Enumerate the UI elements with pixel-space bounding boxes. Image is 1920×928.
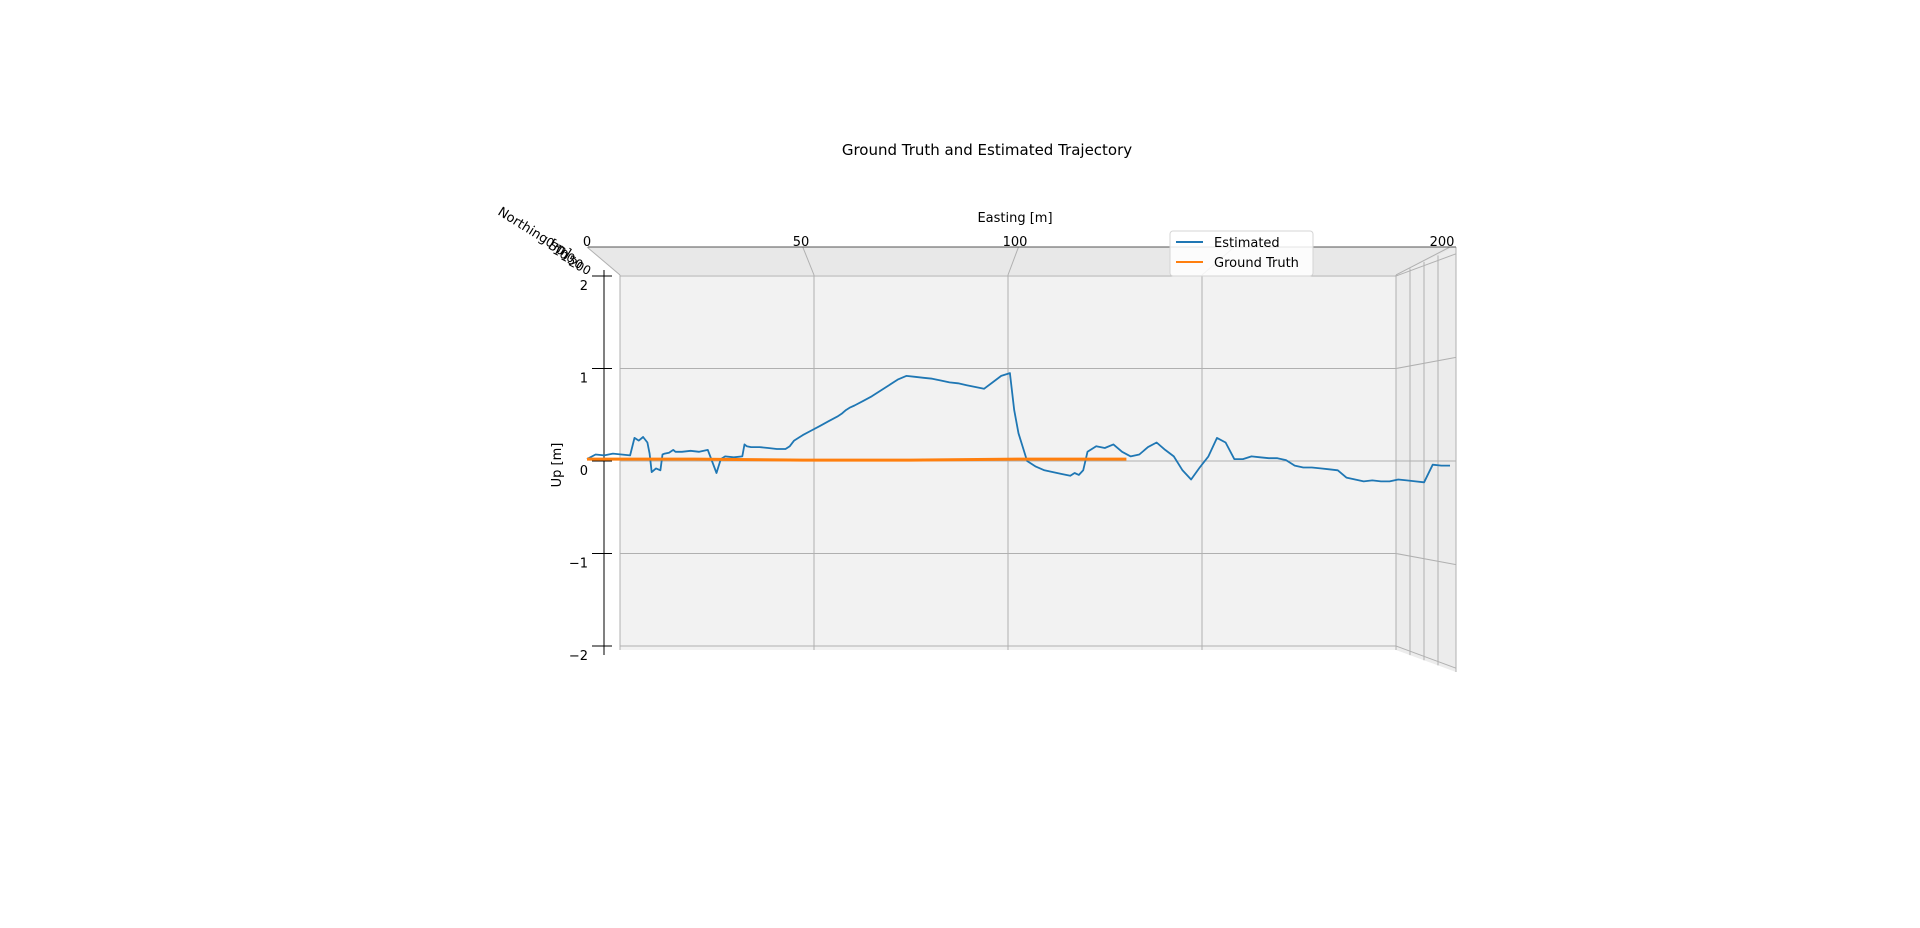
grid-line-x-top (586, 246, 621, 276)
chart-title: Ground Truth and Estimated Trajectory (842, 141, 1132, 159)
y-axis-label: Northing [m] (495, 205, 574, 262)
grid-line-x-top (1395, 246, 1451, 276)
x-axis-label: Easting [m] (977, 211, 1052, 226)
series-line-ground-truth (587, 457, 1127, 462)
grid-lines (586, 246, 1457, 672)
x-tick-label: 100 (1003, 235, 1028, 250)
z-tick-label: 1 (580, 372, 588, 387)
top-pane (588, 247, 1456, 275)
z-tick-label: 2 (580, 279, 588, 294)
x-tick-label: 50 (793, 235, 810, 250)
side-pane (1396, 247, 1456, 672)
y-tick-label: 200 (566, 255, 593, 278)
y-tick-label: 50 (547, 239, 567, 259)
legend-label-ground-truth: Ground Truth (1214, 256, 1299, 271)
series-line-estimated (586, 372, 1450, 484)
z-tick-label: −1 (569, 557, 588, 572)
series-group (586, 372, 1450, 484)
grid-line-z-side (1395, 356, 1457, 369)
z-tick-label: 0 (580, 464, 588, 479)
x-tick-label: 0 (583, 235, 591, 250)
legend: Estimated Ground Truth (1169, 230, 1314, 277)
grid-line-z-side (1395, 253, 1457, 277)
z-tick-label: −2 (569, 649, 588, 664)
legend-label-estimated: Estimated (1214, 236, 1280, 251)
z-axis-label: Up [m] (550, 443, 565, 488)
x-tick-label: 200 (1430, 235, 1455, 250)
grid-line-x-top (802, 246, 815, 276)
grid-line-z-side (1395, 645, 1457, 669)
grid-line-z-side (1395, 553, 1457, 566)
grid-line-x-top (1007, 246, 1019, 276)
